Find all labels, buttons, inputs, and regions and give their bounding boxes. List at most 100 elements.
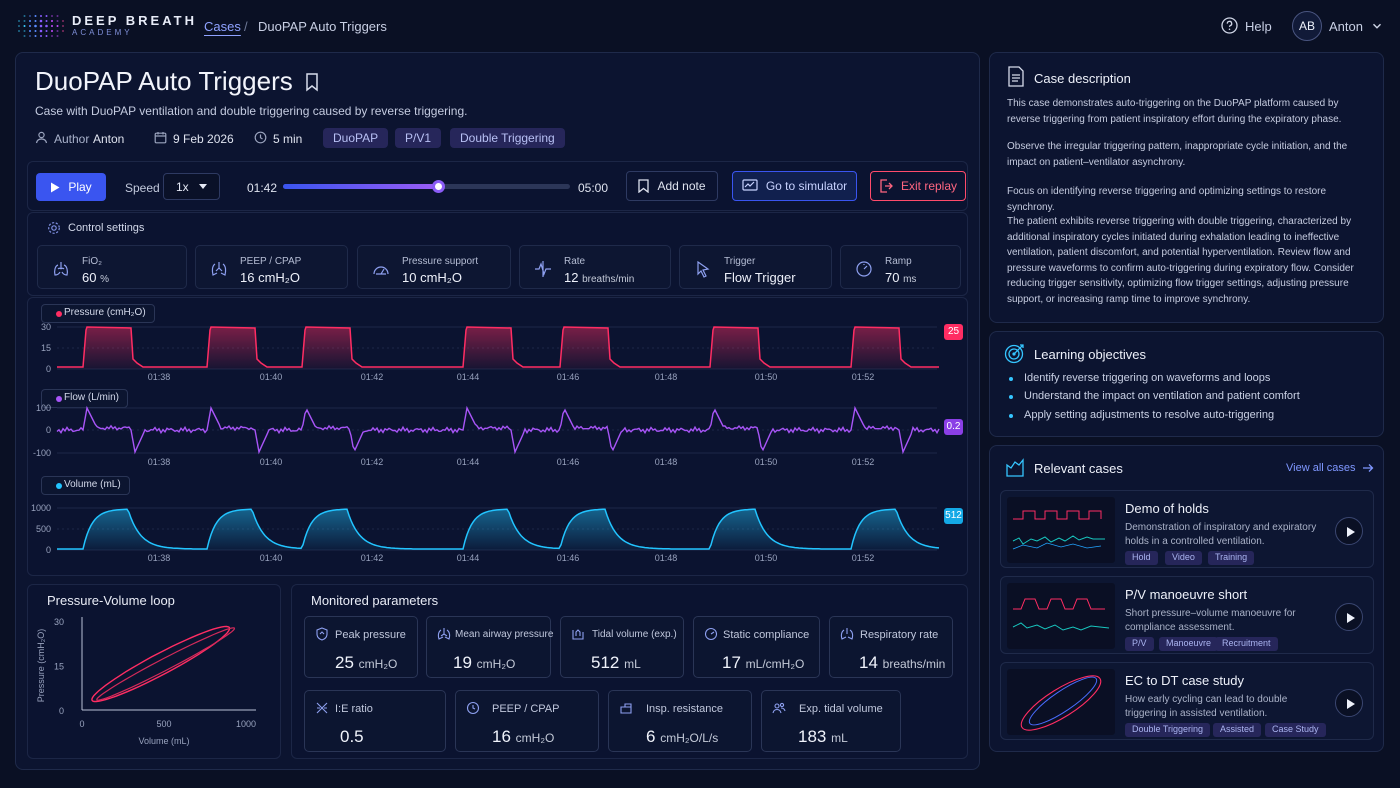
- param-label: Insp. resistance: [646, 703, 724, 715]
- play-icon: [1347, 527, 1355, 537]
- speed-select[interactable]: 1x: [163, 173, 220, 200]
- flow-waveform: [56, 405, 940, 455]
- param-value: 512 mL: [591, 653, 641, 672]
- breadcrumb-cases[interactable]: Cases: [204, 19, 241, 34]
- objective-item: Understand the impact on ventilation and…: [1024, 390, 1300, 402]
- relevant-case-card[interactable]: EC to DT case study How early cycling ca…: [1000, 662, 1374, 740]
- pressure-current-badge: 25: [944, 324, 963, 340]
- setting-trigger[interactable]: Trigger Flow Trigger: [679, 245, 832, 289]
- time-tick-label: 01:52: [852, 457, 875, 467]
- avatar[interactable]: AB: [1292, 11, 1322, 41]
- help-icon[interactable]: [1221, 17, 1238, 34]
- relevant-case-card[interactable]: P/V manoeuvre short Short pressure–volum…: [1000, 576, 1374, 654]
- y-tick-label: -100: [33, 448, 51, 458]
- setting-peep[interactable]: PEEP / CPAP 16 cmH₂O: [195, 245, 348, 289]
- pv-loop-title: Pressure-Volume loop: [47, 593, 175, 608]
- setting-fio2[interactable]: FiO₂ 60 %: [37, 245, 187, 289]
- volume-icon: [572, 629, 584, 640]
- case-title: P/V manoeuvre short: [1125, 587, 1248, 602]
- param-exp-tidal-volume[interactable]: Exp. tidal volume 183 mL: [761, 690, 901, 752]
- timeline-handle[interactable]: [431, 180, 445, 193]
- timeline-track[interactable]: [283, 180, 570, 193]
- y-tick-label: 0: [46, 425, 51, 435]
- case-description: Demonstration of inspiratory and expirat…: [1125, 522, 1317, 547]
- add-note-button[interactable]: Add note: [626, 171, 718, 201]
- param-value: 17 mL/cmH₂O: [722, 653, 805, 672]
- user-name[interactable]: Anton: [1329, 19, 1363, 34]
- param-label: Tidal volume (exp.): [592, 629, 677, 640]
- logo-icon[interactable]: [16, 13, 66, 39]
- pv-loop-chart: 30 15 0 0 500 1000 Volume (mL) Pressure (cmH₂O): [36, 617, 256, 746]
- arrow-right-icon: [1362, 464, 1373, 472]
- volume-dot: [56, 483, 62, 489]
- timeline-progress: [283, 184, 438, 189]
- chevron-down-icon[interactable]: [1372, 21, 1382, 31]
- go-to-simulator-button[interactable]: Go to simulator: [732, 171, 857, 201]
- pv-x-tick: 1000: [236, 719, 256, 729]
- pv-y-tick: 15: [54, 662, 64, 672]
- play-button[interactable]: Play: [36, 173, 106, 201]
- add-note-label: Add note: [657, 179, 706, 193]
- y-tick-label: 15: [41, 343, 51, 353]
- case-tag[interactable]: P/V1: [395, 128, 442, 148]
- pv-x-tick: 0: [79, 719, 84, 729]
- time-tick-label: 01:44: [457, 457, 480, 467]
- param-value: 6 cmH₂O/L/s: [646, 727, 719, 746]
- setting-value: Flow Trigger: [724, 270, 796, 285]
- volume-legend: Volume (mL): [41, 476, 130, 495]
- simulator-label: Go to simulator: [765, 179, 848, 193]
- time-tick-label: 01:44: [457, 553, 480, 563]
- param-ie-ratio[interactable]: I:E ratio 0.5: [304, 690, 446, 752]
- clock-icon: [254, 131, 267, 144]
- relevant-cases-title: Relevant cases: [1034, 461, 1123, 476]
- param-label: Respiratory rate: [860, 629, 939, 641]
- speed-label: Speed: [125, 181, 160, 195]
- help-link[interactable]: Help: [1245, 19, 1272, 34]
- case-tag: Manoeuvre: [1159, 637, 1219, 651]
- y-tick-label: 0: [46, 364, 51, 374]
- play-case-button[interactable]: [1335, 517, 1363, 545]
- param-mean-airway-pressure[interactable]: Mean airway pressure 19 cmH₂O: [426, 616, 553, 678]
- logo-subtitle: ACADEMY: [72, 28, 133, 37]
- y-tick-label: 500: [36, 524, 51, 534]
- case-tag[interactable]: DuoPAP: [323, 128, 389, 148]
- pressure-area: [57, 327, 939, 369]
- play-case-button[interactable]: [1335, 689, 1363, 717]
- param-label: Exp. tidal volume: [799, 703, 883, 715]
- case-tag[interactable]: Double Triggering: [450, 128, 565, 148]
- y-tick-label: 0: [46, 545, 51, 555]
- param-peep-cpap[interactable]: PEEP / CPAP 16 cmH₂O: [455, 690, 599, 752]
- param-label: PEEP / CPAP: [492, 703, 560, 715]
- bookmark-icon[interactable]: [304, 72, 320, 92]
- param-peak-pressure[interactable]: Peak pressure 25 cmH₂O: [304, 616, 418, 678]
- relevant-case-card[interactable]: Demo of holds Demonstration of inspirato…: [1000, 490, 1374, 568]
- param-respiratory-rate[interactable]: Respiratory rate 14 breaths/min: [829, 616, 953, 678]
- setting-ramp[interactable]: Ramp 70 ms: [840, 245, 961, 289]
- gear-icon: [47, 221, 61, 235]
- case-title: EC to DT case study: [1125, 673, 1244, 688]
- speed-value: 1x: [176, 179, 189, 194]
- time-tick-label: 01:38: [148, 372, 171, 382]
- play-case-button[interactable]: [1335, 603, 1363, 631]
- gauge-icon: [704, 627, 718, 641]
- case-tag: Recruitment: [1215, 637, 1278, 651]
- case-tag: Case Study: [1265, 723, 1326, 737]
- param-static-compliance[interactable]: Static compliance 17 mL/cmH₂O: [693, 616, 820, 678]
- time-tick-label: 01:40: [260, 553, 283, 563]
- param-tidal-volume[interactable]: Tidal volume (exp.) 512 mL: [560, 616, 684, 678]
- case-title: Demo of holds: [1125, 501, 1209, 516]
- author-label: Author: [54, 132, 90, 146]
- time-tick-label: 01:48: [655, 553, 678, 563]
- setting-label: Pressure support: [402, 256, 479, 267]
- time-tick-label: 01:48: [655, 457, 678, 467]
- param-insp-resistance[interactable]: Insp. resistance 6 cmH₂O/L/s: [608, 690, 752, 752]
- volume-waveform: [57, 508, 940, 550]
- time-tick-label: 01:38: [148, 553, 171, 563]
- exit-replay-button[interactable]: Exit replay: [870, 171, 966, 201]
- time-tick-label: 01:42: [361, 372, 384, 382]
- param-value: 183 mL: [798, 727, 848, 746]
- play-icon: [1347, 613, 1355, 623]
- setting-rate[interactable]: Rate 12 breaths/min: [519, 245, 671, 289]
- view-all-cases-link[interactable]: View all cases: [1286, 462, 1374, 474]
- setting-pressure-support[interactable]: Pressure support 10 cmH₂O: [357, 245, 511, 289]
